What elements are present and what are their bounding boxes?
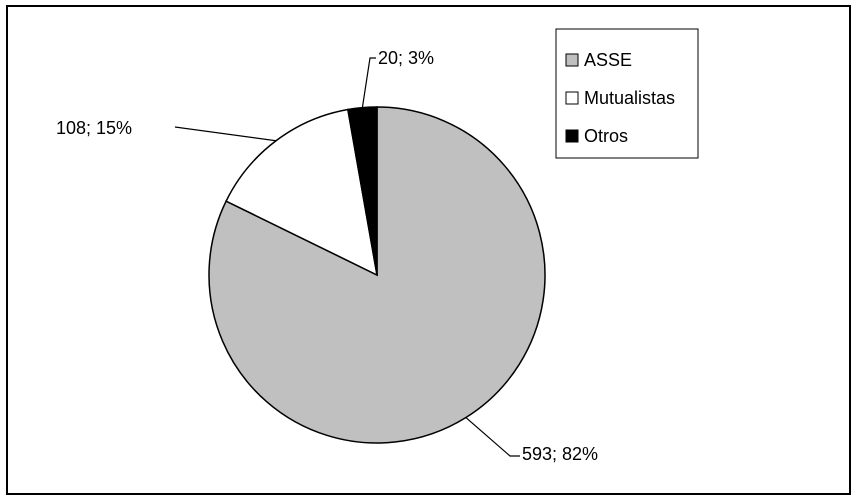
- slice-mutualistas: [225, 108, 378, 277]
- legend-label-asse: ASSE: [584, 50, 632, 70]
- legend-swatch-otros: [565, 129, 579, 143]
- legend-label-otros: Otros: [584, 126, 628, 146]
- leader-line: [465, 417, 520, 457]
- data-labels: 593; 82% 108; 15% 20; 3%: [56, 48, 598, 464]
- data-label-mutualistas: 108; 15%: [56, 118, 132, 138]
- leader-line: [174, 126, 277, 142]
- pie-plot: [208, 106, 546, 444]
- legend-label-mutualistas: Mutualistas: [584, 88, 675, 108]
- legend-swatch-asse: [565, 53, 579, 67]
- data-label-asse: 593; 82%: [522, 444, 598, 464]
- legend-swatch-mutualistas: [565, 91, 579, 105]
- legend: ASSE Mutualistas Otros: [555, 28, 699, 159]
- leader-line: [361, 57, 376, 108]
- data-label-otros: 20; 3%: [378, 48, 434, 68]
- legend-box: [555, 28, 699, 159]
